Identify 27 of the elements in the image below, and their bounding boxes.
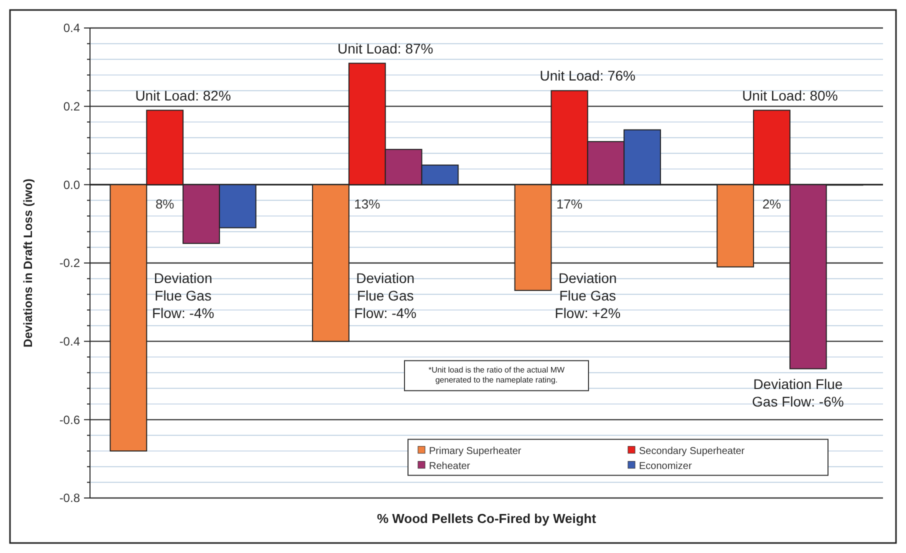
legend-label: Reheater xyxy=(429,460,471,472)
annotation: Unit Load: 82% xyxy=(135,87,231,104)
annotation: Deviation Flue Gas Flow: -4% xyxy=(354,270,416,321)
y-tick-label: 0.0 xyxy=(63,178,80,192)
annotation: Unit Load: 76% xyxy=(540,68,636,84)
y-tick-label: -0.2 xyxy=(59,256,80,270)
y-tick-label: 0.2 xyxy=(63,100,80,114)
y-tick-label: -0.4 xyxy=(59,334,80,349)
x-tick-label: 2% xyxy=(762,196,782,212)
y-tick-label: -0.8 xyxy=(59,491,80,506)
y-tick-label: 0.4 xyxy=(63,21,80,36)
footnote-box: *Unit load is the ratio of the actual MW generated to the nameplate rating. xyxy=(404,360,589,392)
annotation: Deviation Flue Gas Flow: +2% xyxy=(554,270,621,321)
x-tick-label: 17% xyxy=(556,196,583,212)
y-axis-title: Deviations in Draft Loss (iwo) xyxy=(21,178,35,348)
annotation: Unit Load: 87% xyxy=(337,40,434,56)
x-tick-label: 13% xyxy=(354,196,381,212)
annotation: Deviation Flue Gas Flow: -4% xyxy=(152,270,214,321)
annotation: Deviation Flue Gas Flow: -6% xyxy=(752,376,844,410)
x-tick-label: 8% xyxy=(155,196,175,212)
annotation: *Unit load is the ratio of the actual MW generated to the nameplate rating. xyxy=(428,366,565,385)
x-axis-title: % Wood Pellets Co-Fired by Weight xyxy=(376,511,597,526)
annotation: Unit Load: 80% xyxy=(742,87,838,104)
legend-label: Primary Superheater xyxy=(429,446,522,457)
y-tick-label: -0.6 xyxy=(59,412,80,427)
legend-label: Economizer xyxy=(639,460,692,472)
legend-label: Secondary Superheater xyxy=(639,446,746,457)
